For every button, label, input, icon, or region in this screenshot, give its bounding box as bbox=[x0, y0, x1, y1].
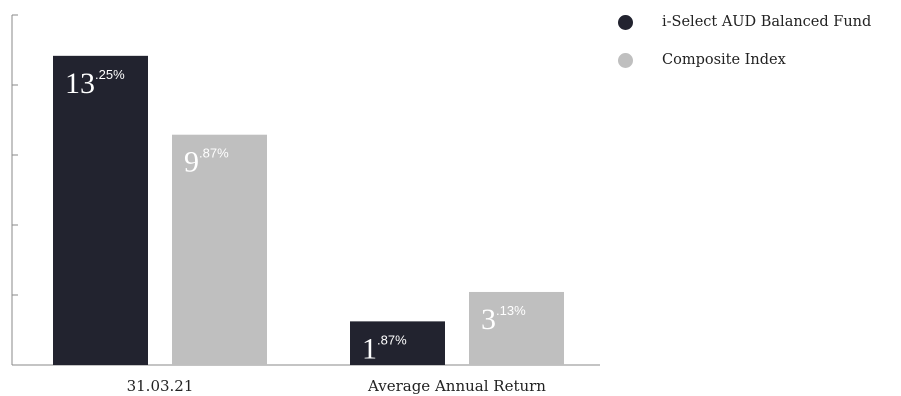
category-label: 31.03.21 bbox=[127, 377, 194, 395]
y-axis-ticks bbox=[12, 14, 18, 366]
bars bbox=[53, 55, 564, 365]
legend-swatch-fund bbox=[618, 14, 633, 30]
category-label: Average Annual Return bbox=[367, 377, 546, 395]
legend-label-fund: i-Select AUD Balanced Fund bbox=[662, 14, 872, 30]
bar bbox=[350, 321, 445, 365]
legend: i-Select AUD Balanced Fund Composite Ind… bbox=[618, 12, 871, 88]
bar-value-label: 9.87% bbox=[184, 146, 229, 179]
legend-item-fund: i-Select AUD Balanced Fund bbox=[618, 12, 871, 32]
bar bbox=[172, 134, 267, 365]
category-labels: 31.03.21 Average Annual Return bbox=[127, 377, 547, 395]
bar bbox=[469, 291, 564, 365]
legend-label-index: Composite Index bbox=[662, 52, 786, 68]
bar-value-labels: 13.25% 9.87% 1.87% 3.13% bbox=[65, 67, 526, 366]
legend-swatch-index bbox=[618, 52, 633, 68]
bar-value-label: 13.25% bbox=[65, 67, 125, 100]
bar-value-label: 1.87% bbox=[362, 332, 407, 365]
bar-value-label: 3.13% bbox=[481, 303, 526, 336]
bar bbox=[53, 55, 148, 365]
legend-item-index: Composite Index bbox=[618, 50, 871, 70]
